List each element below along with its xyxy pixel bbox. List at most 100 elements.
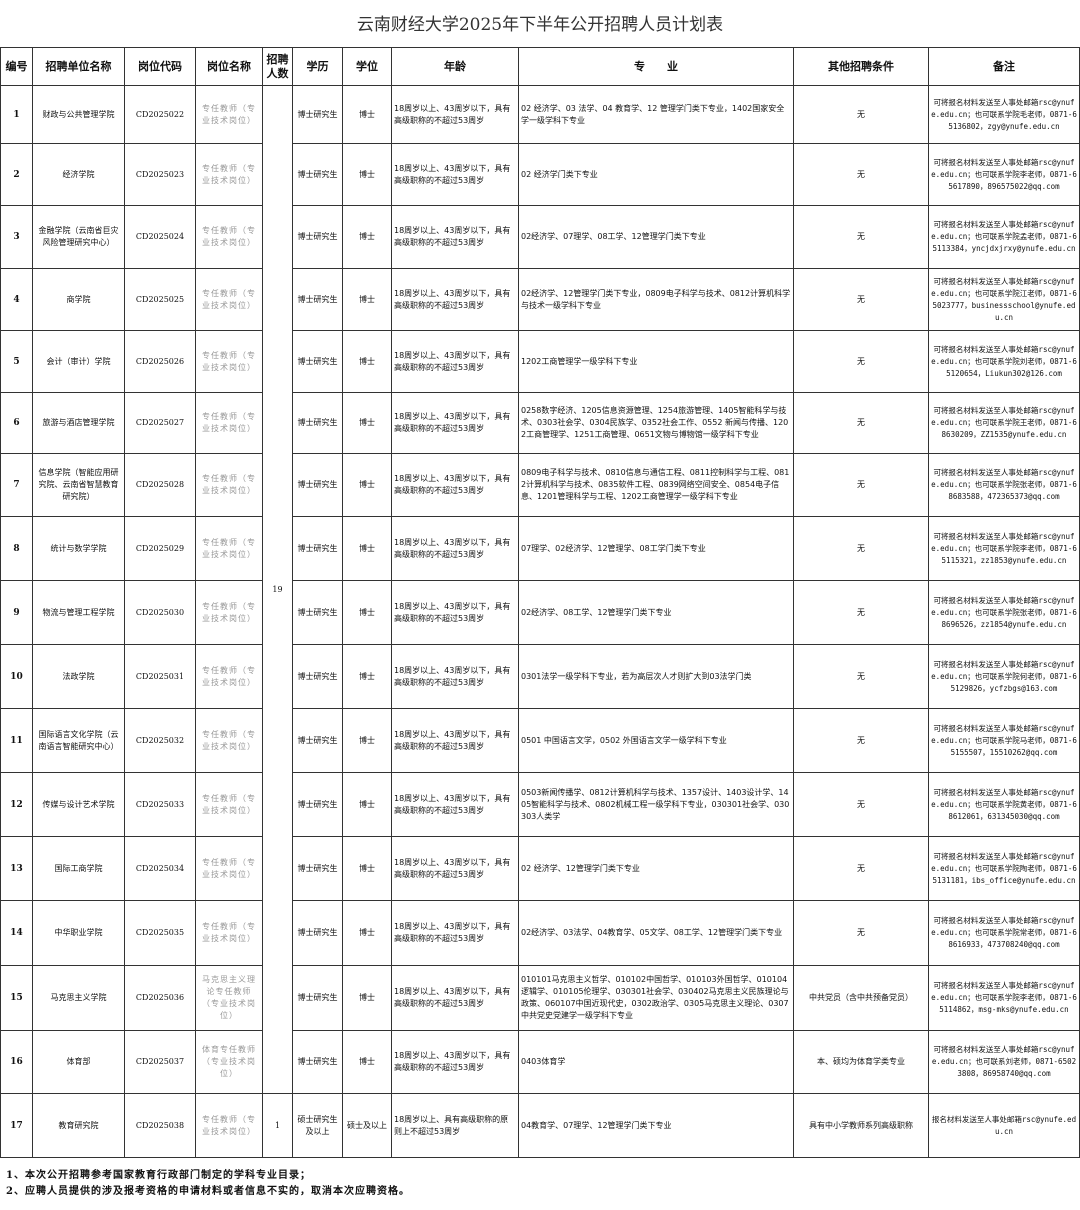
row-number: 11 [0,708,33,773]
post-code: CD2025024 [124,205,196,269]
degree: 博士 [342,392,392,454]
degree: 博士 [342,516,392,581]
table-row: 13 国际工商学院 CD2025034 专任教师（专业技术岗位） 博士研究生 博士 18周岁… [0,836,1080,901]
age-requirement: 18周岁以上、43周岁以下，具有高级职称的不超过53周岁 [391,644,519,709]
other-conditions: 无 [793,708,929,773]
post-name: 专任教师（专业技术岗位） [195,900,263,966]
education: 博士研究生 [292,580,343,645]
post-code: CD2025034 [124,836,196,901]
other-conditions: 无 [793,644,929,709]
degree: 博士 [342,205,392,269]
post-code: CD2025036 [124,965,196,1031]
remarks: 可将报名材料发送至人事处邮箱rsc@ynufe.edu.cn；也可联系刘老师，0… [928,1030,1080,1094]
age-requirement: 18周岁以上、43周岁以下，具有高级职称的不超过53周岁 [391,268,519,331]
age-requirement: 18周岁以上、43周岁以下，具有高级职称的不超过53周岁 [391,392,519,454]
column-header: 招聘单位名称 [32,47,125,86]
degree: 博士 [342,900,392,966]
row-number: 10 [0,644,33,709]
post-code: CD2025022 [124,85,196,144]
post-name: 专任教师（专业技术岗位） [195,772,263,837]
recruit-count: 19 [262,85,293,1094]
footnote: 1、本次公开招聘参考国家教育行政部门制定的学科专业目录； [6,1170,311,1181]
major-requirement: 02经济学、08工学、12管理学门类下专业 [518,580,794,645]
post-code: CD2025032 [124,708,196,773]
column-header: 岗位名称 [195,47,263,86]
unit-name: 统计与数学学院 [32,516,125,581]
degree: 博士 [342,965,392,1031]
education: 博士研究生 [292,392,343,454]
row-number: 2 [0,143,33,206]
other-conditions: 无 [793,85,929,144]
table-row: 11 国际语言文化学院（云南语言智能研究中心） CD2025032 专任教师（专业技术… [0,708,1080,773]
major-requirement: 0403体育学 [518,1030,794,1094]
column-header: 其他招聘条件 [793,47,929,86]
post-code: CD2025029 [124,516,196,581]
post-code: CD2025028 [124,453,196,517]
degree: 博士 [342,268,392,331]
post-code: CD2025038 [124,1093,196,1158]
table-row: 16 体育部 CD2025037 体育专任教师（专业技术岗位） 博士研究生 博士 18周岁以… [0,1030,1080,1094]
post-name: 专任教师（专业技术岗位） [195,205,263,269]
post-name: 专任教师（专业技术岗位） [195,580,263,645]
education: 博士研究生 [292,143,343,206]
remarks: 可将报名材料发送至人事处邮箱rsc@ynufe.edu.cn；也可联系学院黄老师… [928,772,1080,837]
unit-name: 教育研究院 [32,1093,125,1158]
major-requirement: 0809电子科学与技术、0810信息与通信工程、0811控制科学与工程、0812… [518,453,794,517]
post-name: 专任教师（专业技术岗位） [195,85,263,144]
remarks: 可将报名材料发送至人事处邮箱rsc@ynufe.edu.cn；也可联系学院刘老师… [928,330,1080,393]
row-number: 9 [0,580,33,645]
remarks: 可将报名材料发送至人事处邮箱rsc@ynufe.edu.cn；也可联系学院王老师… [928,392,1080,454]
age-requirement: 18周岁以上、43周岁以下，具有高级职称的不超过53周岁 [391,85,519,144]
education: 博士研究生 [292,1030,343,1094]
education: 博士研究生 [292,900,343,966]
remarks: 可将报名材料发送至人事处邮箱rsc@ynufe.edu.cn；也可联系学院江老师… [928,268,1080,331]
column-header: 年龄 [391,47,519,86]
major-requirement: 0501 中国语言文学，0502 外国语言文学一级学科下专业 [518,708,794,773]
post-name: 专任教师（专业技术岗位） [195,516,263,581]
row-number: 14 [0,900,33,966]
degree: 博士 [342,85,392,144]
other-conditions: 本、硕均为体育学类专业 [793,1030,929,1094]
education: 博士研究生 [292,205,343,269]
remarks: 可将报名材料发送至人事处邮箱rsc@ynufe.edu.cn；也可联系学院陶老师… [928,836,1080,901]
major-requirement: 010101马克思主义哲学、010102中国哲学、010103外国哲学、0101… [518,965,794,1031]
table-row: 12 传媒与设计艺术学院 CD2025033 专任教师（专业技术岗位） 博士研究生 博士 1… [0,772,1080,837]
age-requirement: 18周岁以上、43周岁以下，具有高级职称的不超过53周岁 [391,516,519,581]
column-header: 备注 [928,47,1080,86]
major-requirement: 0301法学一级学科下专业，若为高层次人才则扩大到03法学门类 [518,644,794,709]
post-code: CD2025031 [124,644,196,709]
education: 博士研究生 [292,85,343,144]
unit-name: 国际工商学院 [32,836,125,901]
age-requirement: 18周岁以上、43周岁以下，具有高级职称的不超过53周岁 [391,772,519,837]
unit-name: 体育部 [32,1030,125,1094]
remarks: 可将报名材料发送至人事处邮箱rsc@ynufe.edu.cn；也可联系学院常老师… [928,900,1080,966]
major-requirement: 04教育学、07理学、12管理学门类下专业 [518,1093,794,1158]
other-conditions: 无 [793,268,929,331]
post-code: CD2025025 [124,268,196,331]
age-requirement: 18周岁以上、43周岁以下，具有高级职称的不超过53周岁 [391,143,519,206]
degree: 博士 [342,1030,392,1094]
major-requirement: 02经济学、03法学、04教育学、05文学、08工学、12管理学门类下专业 [518,900,794,966]
age-requirement: 18周岁以上、43周岁以下，具有高级职称的不超过53周岁 [391,1030,519,1094]
post-name: 专任教师（专业技术岗位） [195,143,263,206]
other-conditions: 无 [793,836,929,901]
unit-name: 国际语言文化学院（云南语言智能研究中心） [32,708,125,773]
table-header-row: 编号 招聘单位名称 岗位代码 岗位名称 招聘人数 学历 学位 年龄专 业其他招聘条件 备注 [0,47,1080,86]
age-requirement: 18周岁以上、43周岁以下，具有高级职称的不超过53周岁 [391,836,519,901]
row-number: 12 [0,772,33,837]
column-header: 专 业 [518,47,794,86]
other-conditions: 无 [793,205,929,269]
degree: 博士 [342,644,392,709]
remarks: 可将报名材料发送至人事处邮箱rsc@ynufe.edu.cn；也可联系学院何老师… [928,644,1080,709]
post-name: 马克思主义理论专任教师（专业技术岗位） [195,965,263,1031]
post-code: CD2025027 [124,392,196,454]
age-requirement: 18周岁以上、43周岁以下，具有高级职称的不超过53周岁 [391,965,519,1031]
table-row: 10 法政学院 CD2025031 专任教师（专业技术岗位） 博士研究生 博士 18周岁以上… [0,644,1080,709]
table-row: 3 金融学院（云南省巨灾风险管理研究中心） CD2025024 专任教师（专业技术岗位… [0,205,1080,269]
row-number: 1 [0,85,33,144]
footnotes: 1、本次公开招聘参考国家教育行政部门制定的学科专业目录； 2、应聘人员提供的涉及… [0,1158,1080,1200]
unit-name: 中华职业学院 [32,900,125,966]
table-row: 17 教育研究院 CD2025038 专任教师（专业技术岗位） 1 硕士研究生及以上 硕士及… [0,1093,1080,1158]
other-conditions: 无 [793,900,929,966]
table-row: 1 财政与公共管理学院 CD2025022 专任教师（专业技术岗位） 19 博士研究生 博士… [0,85,1080,1094]
